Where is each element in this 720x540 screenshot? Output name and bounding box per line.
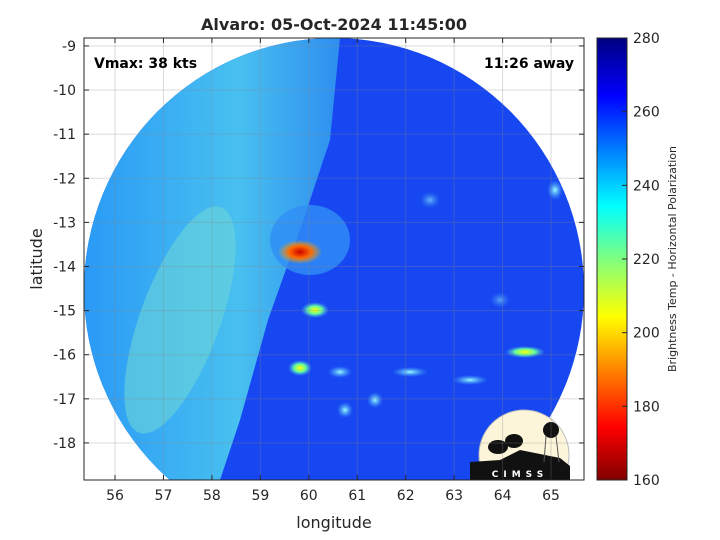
x-tick-label: 63: [445, 488, 463, 504]
x-axis-label: longitude: [296, 513, 371, 532]
y-tick-label: -9: [62, 39, 76, 55]
colorbar-tick-label: 180: [633, 399, 660, 415]
y-tick-label: -14: [53, 259, 76, 275]
grid: [84, 38, 584, 480]
y-tick-label: -15: [53, 304, 76, 320]
colorbar-tick-label: 280: [633, 31, 660, 47]
chart-title: Alvaro: 05-Oct-2024 11:45:00: [201, 15, 467, 34]
image-layer: CIMSS: [84, 38, 584, 480]
colorbar-tick-label: 240: [633, 178, 660, 194]
cimss-logo: CIMSS: [470, 409, 570, 480]
y-tick-label: -10: [53, 83, 76, 99]
colorbar-tick-label: 200: [633, 326, 660, 342]
x-tick-label: 61: [348, 488, 366, 504]
storm-core: [278, 240, 322, 264]
y-axis-label: latitude: [27, 228, 46, 289]
colorbar-label: Brightness Temp - Horizontal Polarizatio…: [666, 146, 679, 372]
svg-text:CIMSS: CIMSS: [492, 470, 548, 480]
colorbar-tick-label: 260: [633, 105, 660, 121]
vmax-annotation: Vmax: 38 kts: [94, 56, 197, 72]
y-tick-label: -13: [53, 215, 76, 231]
colorbar-tick-label: 160: [633, 473, 660, 489]
x-tick-label: 60: [300, 488, 318, 504]
plot-frame: [83, 37, 585, 481]
y-tick-label: -17: [53, 392, 76, 408]
x-tick-label: 65: [542, 488, 560, 504]
colorbar-tick-label: 220: [633, 252, 660, 268]
x-tick-label: 57: [155, 488, 173, 504]
x-tick-label: 62: [397, 488, 415, 504]
x-tick-label: 58: [203, 488, 221, 504]
x-tick-label: 64: [494, 488, 512, 504]
x-tick-label: 59: [251, 488, 269, 504]
x-tick-label: 56: [106, 488, 124, 504]
y-tick-label: -16: [53, 348, 76, 364]
time-away-annotation: 11:26 away: [484, 56, 574, 72]
y-tick-label: -11: [53, 127, 76, 143]
y-tick-label: -18: [53, 436, 76, 452]
y-tick-label: -12: [53, 171, 76, 187]
